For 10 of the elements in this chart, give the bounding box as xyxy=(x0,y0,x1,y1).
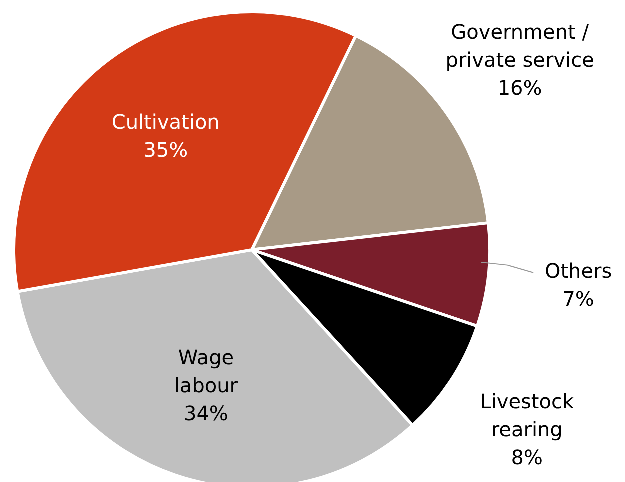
data-label: 35% xyxy=(144,138,188,162)
data-label: 7% xyxy=(562,286,594,311)
slice-label: Cultivation xyxy=(112,110,220,134)
data-label: 16% xyxy=(498,76,542,100)
slice-label: Government / private service xyxy=(446,20,594,72)
slice-label: Livestock rearing xyxy=(480,389,575,442)
slice-label: Others xyxy=(544,258,612,283)
data-label: 8% xyxy=(511,445,544,470)
data-label: 34% xyxy=(184,401,228,426)
slice-label: Wage labour xyxy=(174,345,239,398)
